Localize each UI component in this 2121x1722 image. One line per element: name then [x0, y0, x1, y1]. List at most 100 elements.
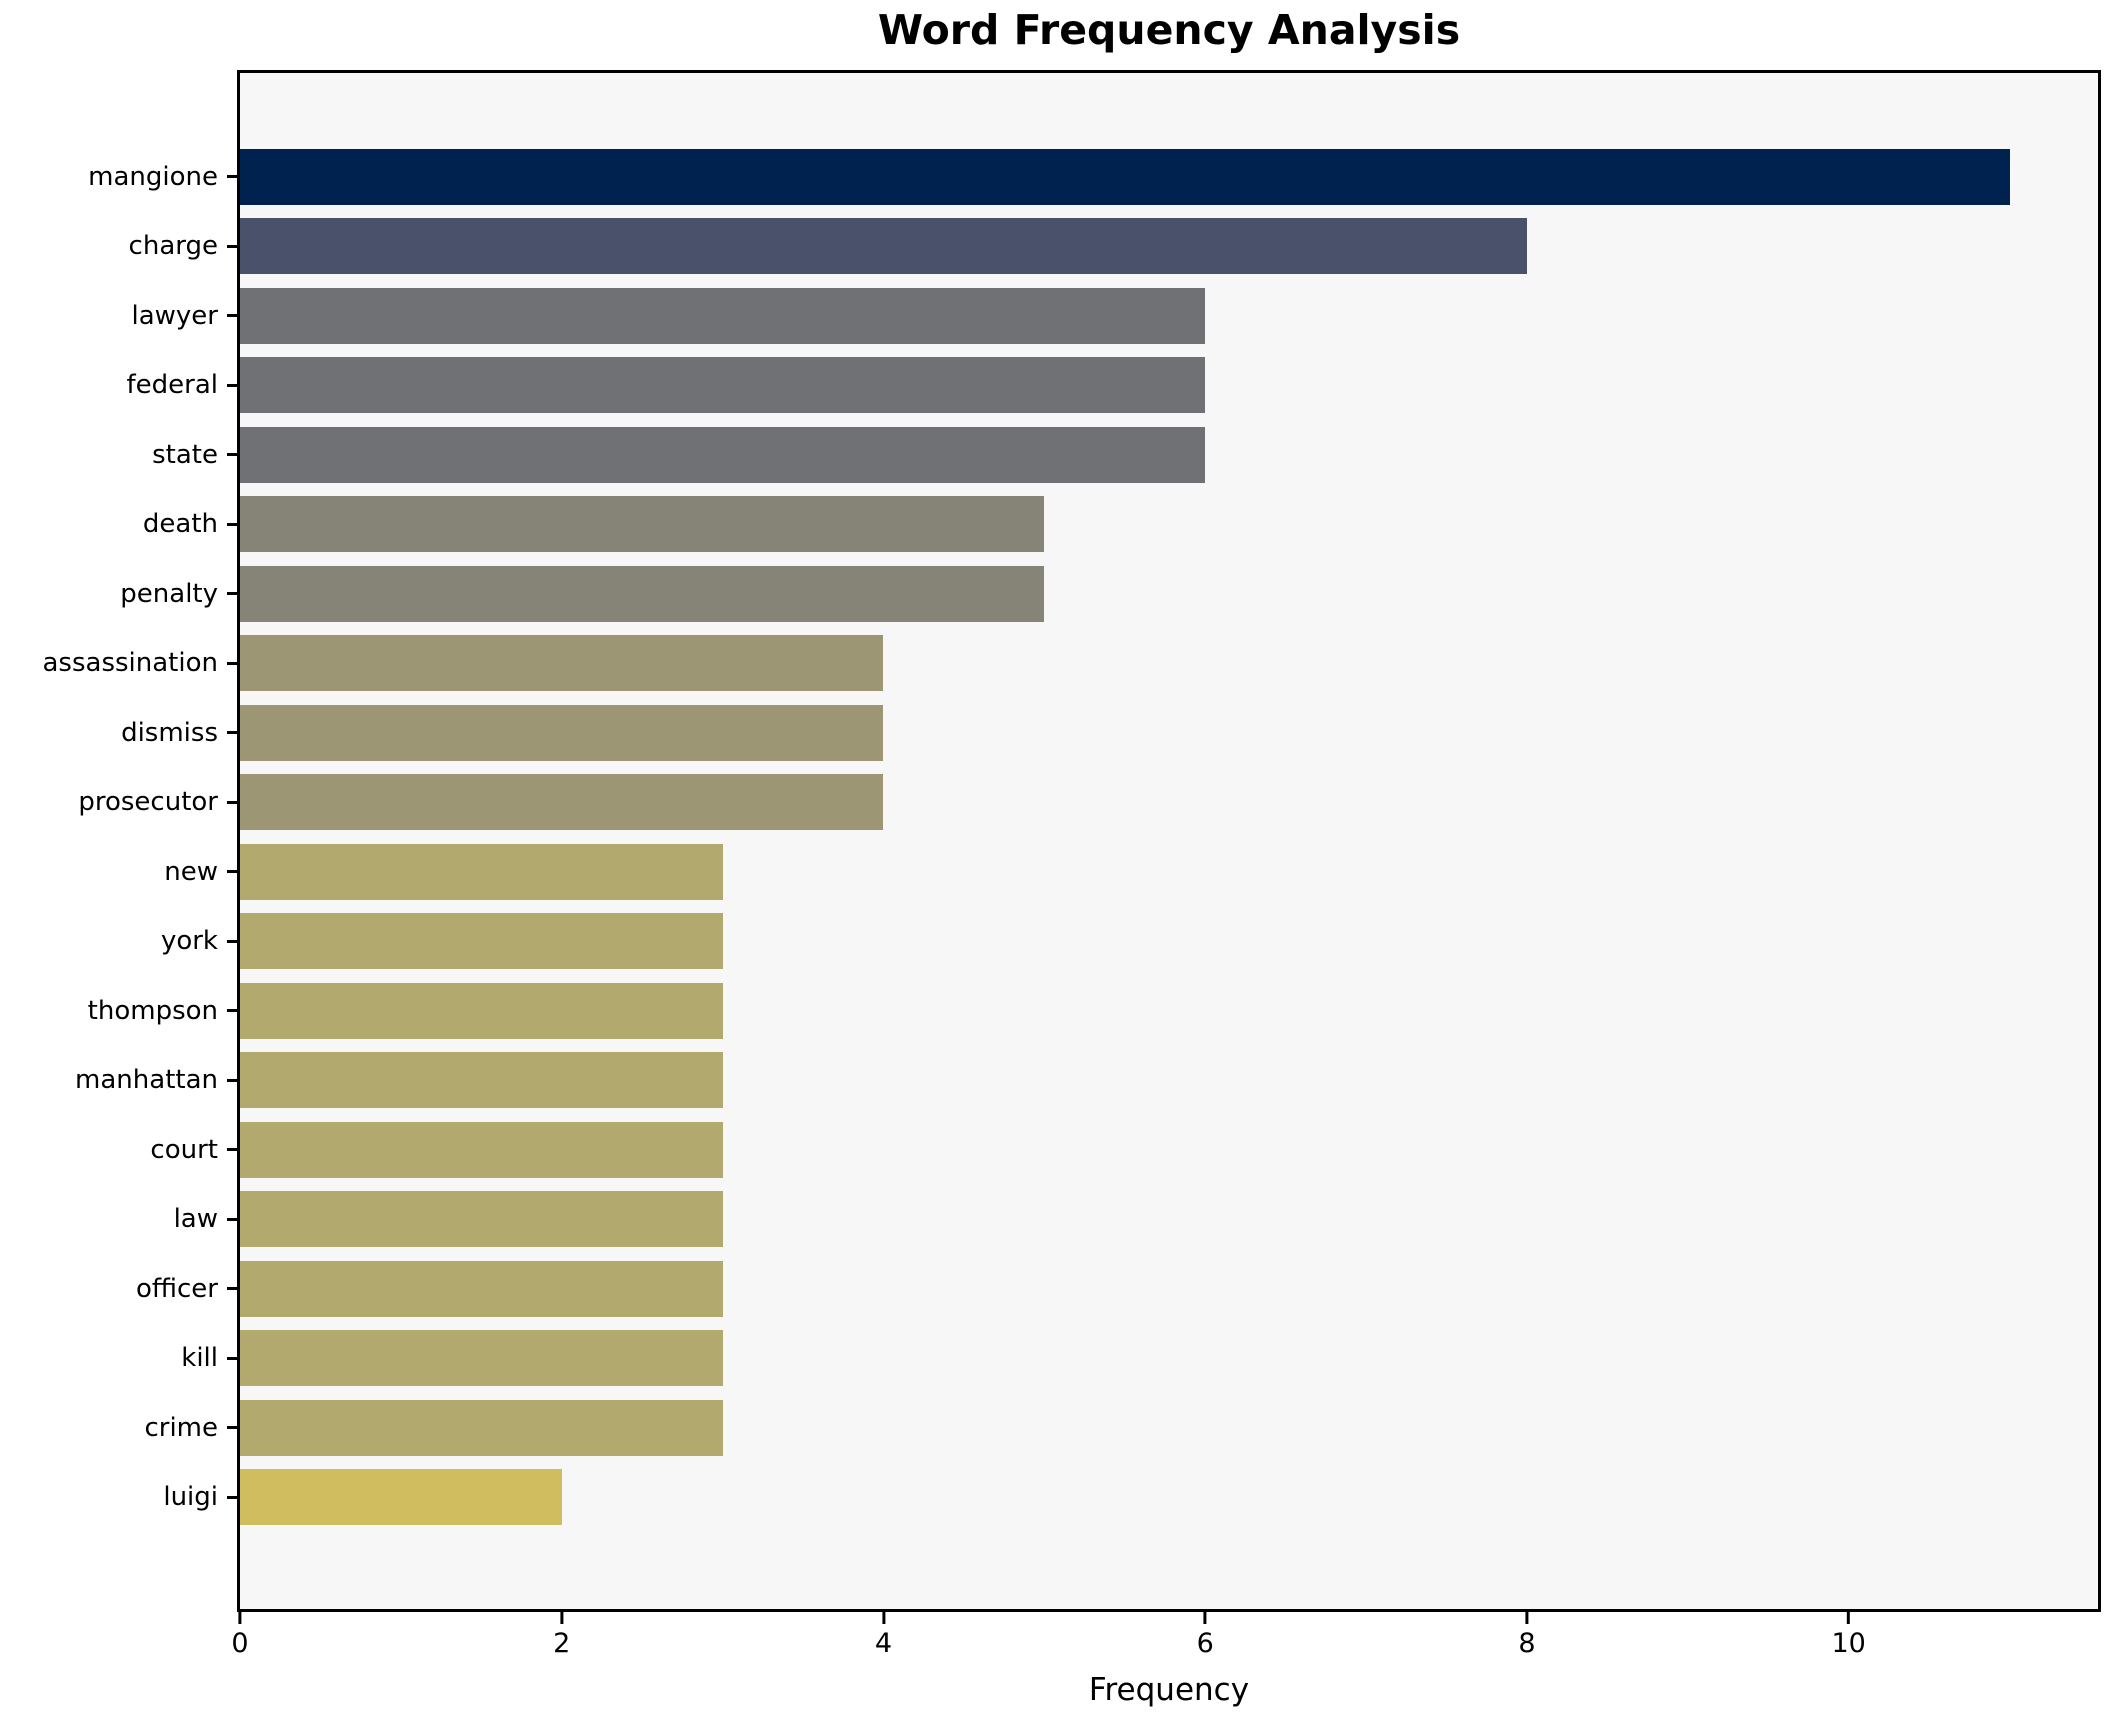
ytick-label-lawyer: lawyer [131, 300, 219, 331]
ytick-label-thompson: thompson [87, 995, 218, 1026]
bar-prosecutor [240, 774, 884, 831]
xtick-mark [1847, 1612, 1851, 1624]
bar-row [240, 1185, 2098, 1255]
ytick-mark [227, 1217, 237, 1221]
ytick-row: mangione [0, 142, 237, 212]
ytick-mark [227, 592, 237, 596]
bar-mangione [240, 148, 2010, 205]
bar-crime [240, 1399, 723, 1456]
bar-death [240, 496, 1045, 553]
ytick-mark [227, 314, 237, 318]
bar-row [240, 559, 2098, 629]
bar-federal [240, 357, 1206, 414]
ytick-label-manhattan: manhattan [75, 1065, 218, 1096]
bar-thompson [240, 982, 723, 1039]
ytick-mark [227, 1356, 237, 1360]
ytick-mark [227, 661, 237, 665]
bar-row [240, 976, 2098, 1046]
ytick-row: charge [0, 212, 237, 282]
bar-manhattan [240, 1052, 723, 1109]
ytick-row: federal [0, 351, 237, 421]
xtick-8: 8 [1518, 1612, 1536, 1659]
bar-row [240, 1324, 2098, 1394]
xtick-0: 0 [231, 1612, 249, 1659]
x-axis: 0 2 4 6 8 10 [231, 1612, 2098, 1674]
bar-row [240, 1115, 2098, 1185]
bar-luigi [240, 1469, 562, 1526]
xtick-mark [881, 1612, 885, 1624]
ytick-mark [227, 1495, 237, 1499]
bar-law [240, 1191, 723, 1248]
ytick-label-prosecutor: prosecutor [78, 787, 218, 818]
ytick-label-new: new [164, 856, 218, 887]
ytick-row: lawyer [0, 281, 237, 351]
ytick-label-state: state [152, 439, 218, 470]
bar-row [240, 768, 2098, 838]
xtick-label-10: 10 [1831, 1628, 1866, 1659]
ytick-mark [227, 1009, 237, 1013]
bar-penalty [240, 565, 1045, 622]
xtick-mark [238, 1612, 242, 1624]
ytick-row: assassination [0, 629, 237, 699]
x-axis-label: Frequency [1088, 1672, 1250, 1708]
ytick-mark [227, 870, 237, 874]
ytick-mark [227, 244, 237, 248]
bar-row [240, 837, 2098, 907]
bar-lawyer [240, 287, 1206, 344]
ytick-label-york: york [160, 926, 218, 957]
bar-officer [240, 1260, 723, 1317]
ytick-row: law [0, 1185, 237, 1255]
bar-kill [240, 1330, 723, 1387]
ytick-label-assassination: assassination [42, 648, 219, 679]
ytick-label-penalty: penalty [120, 578, 218, 609]
ytick-mark [227, 800, 237, 804]
ytick-mark [227, 175, 237, 179]
ytick-mark [227, 731, 237, 735]
ytick-mark [227, 1078, 237, 1082]
xtick-label-8: 8 [1518, 1628, 1536, 1659]
ytick-label-charge: charge [128, 231, 218, 262]
ytick-label-crime: crime [144, 1412, 218, 1443]
ytick-label-luigi: luigi [163, 1482, 218, 1513]
ytick-mark [227, 383, 237, 387]
bar-row [240, 907, 2098, 977]
bar-row [240, 1254, 2098, 1324]
ytick-label-kill: kill [181, 1343, 218, 1374]
bar-new [240, 843, 723, 900]
xtick-10: 10 [1831, 1612, 1866, 1659]
ytick-row: dismiss [0, 698, 237, 768]
ytick-row: penalty [0, 559, 237, 629]
ytick-label-law: law [173, 1204, 218, 1235]
ytick-row: court [0, 1115, 237, 1185]
xtick-mark [1203, 1612, 1207, 1624]
ytick-label-court: court [150, 1134, 218, 1165]
xtick-label-4: 4 [874, 1628, 893, 1659]
xtick-2: 2 [553, 1612, 570, 1659]
ytick-row: new [0, 837, 237, 907]
bar-state [240, 426, 1206, 483]
xtick-mark [560, 1612, 564, 1624]
bars-area [240, 73, 2098, 1609]
bar-row [240, 212, 2098, 282]
ytick-label-federal: federal [126, 370, 219, 401]
ytick-row: death [0, 490, 237, 560]
ytick-mark [227, 453, 237, 457]
ytick-label-dismiss: dismiss [121, 717, 218, 748]
xtick-label-0: 0 [231, 1628, 249, 1659]
ytick-row: state [0, 420, 237, 490]
ytick-row: manhattan [0, 1046, 237, 1116]
ytick-mark [227, 1287, 237, 1291]
xtick-6: 6 [1197, 1612, 1214, 1659]
bar-row [240, 698, 2098, 768]
ytick-label-mangione: mangione [88, 161, 218, 192]
bar-row [240, 281, 2098, 351]
xtick-mark [1525, 1612, 1529, 1624]
y-axis: mangione charge lawyer federal state death pen… [0, 73, 237, 1609]
bar-row [240, 351, 2098, 421]
ytick-row: york [0, 907, 237, 977]
bar-row [240, 629, 2098, 699]
chart-title: Word Frequency Analysis [877, 6, 1461, 54]
ytick-row: prosecutor [0, 768, 237, 838]
bar-court [240, 1121, 723, 1178]
